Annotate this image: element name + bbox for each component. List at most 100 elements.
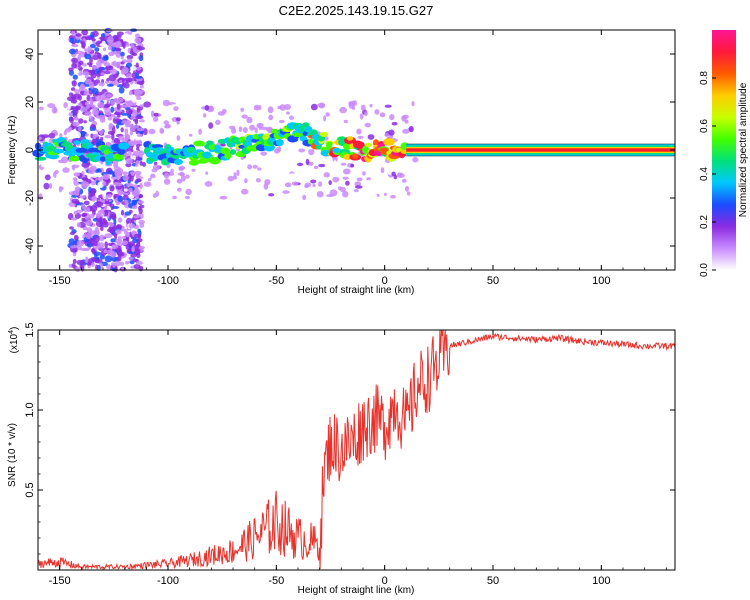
spectrogram-noise-blob	[137, 133, 143, 137]
spectrogram-noise-blob	[350, 194, 355, 200]
spectrogram-noise-blob	[48, 182, 53, 189]
spectrogram-noise-blob	[67, 104, 71, 110]
snr-y-tick-label: 0.5	[24, 482, 36, 497]
spectrogram-noise-blob	[125, 120, 132, 124]
spectrogram-noise-blob	[111, 113, 116, 118]
spectrogram-ridge-blob	[206, 140, 214, 146]
spectrogram-noise-blob	[284, 182, 292, 188]
snr-series-line	[37, 329, 676, 571]
spectrogram-noise-blob	[289, 115, 294, 121]
spectrogram-noise-blob	[379, 112, 386, 118]
spectrogram-ridge-blob	[292, 132, 304, 138]
spectrogram-noise-blob	[236, 169, 240, 177]
spectrogram-noise-blob	[312, 183, 316, 188]
spectrogram-noise-blob	[136, 252, 141, 259]
spectrogram-noise-blob	[108, 51, 115, 57]
spectrogram-noise-blob	[94, 79, 101, 84]
spectrogram-x-tick-label: -150	[49, 275, 71, 287]
spectrogram-noise-blob	[345, 180, 350, 186]
spectrogram-noise-blob	[153, 116, 159, 122]
spectrogram-ridge-band	[406, 148, 675, 152]
spectrogram-noise-blob	[364, 111, 368, 117]
snr-x-tick-label: -100	[157, 575, 179, 587]
spectrogram-noise-blob	[178, 166, 184, 171]
spectrogram-noise-blob	[82, 247, 90, 252]
spectrogram-noise-blob	[133, 263, 141, 270]
spectrogram-noise-blob	[92, 173, 98, 179]
spectrogram-noise-blob	[41, 127, 48, 134]
spectrogram-noise-blob	[78, 125, 82, 132]
spectrogram-ridge-blob	[362, 145, 370, 154]
spectrogram-noise-blob	[335, 100, 339, 106]
spectrogram-noise-blob	[198, 128, 202, 135]
spectrogram-noise-blob	[136, 96, 142, 101]
spectrogram-noise-blob	[94, 258, 103, 264]
spectrogram-noise-blob	[78, 118, 84, 124]
spectrogram-noise-blob	[134, 170, 142, 176]
colorbar-label: Normalized spectral amplitude	[738, 82, 749, 217]
snr-x-tick-label: 100	[592, 575, 610, 587]
spectrogram-noise-blob	[139, 119, 145, 123]
spectrogram-noise-blob	[360, 104, 366, 111]
spectrogram-noise-blob	[107, 228, 114, 233]
spectrogram-noise-blob	[132, 258, 138, 262]
spectrogram-noise-blob	[116, 123, 120, 129]
spectrogram-noise-blob	[124, 134, 129, 141]
spectrogram-noise-blob	[317, 103, 325, 108]
spectrogram-noise-blob	[131, 217, 135, 224]
spectrogram-noise-blob	[71, 57, 78, 64]
spectrogram-noise-blob	[63, 102, 68, 109]
spectrogram-noise-blob	[133, 233, 142, 239]
spectrogram-noise-blob	[72, 121, 80, 127]
spectrogram-noise-blob	[75, 266, 81, 273]
spectrogram-noise-blob	[114, 115, 119, 119]
spectrogram-noise-blob	[83, 200, 90, 206]
spectrogram-noise-blob	[106, 83, 114, 87]
spectrogram-noise-blob	[115, 50, 122, 58]
spectrogram-noise-blob	[92, 108, 99, 116]
spectrogram-noise-blob	[123, 152, 129, 158]
spectrogram-noise-blob	[127, 187, 133, 193]
spectrogram-noise-blob	[122, 171, 129, 176]
spectrogram-noise-blob	[120, 209, 125, 216]
spectrogram-noise-blob	[287, 157, 291, 161]
spectrogram-noise-blob	[126, 55, 134, 60]
spectrogram-noise-blob	[411, 101, 415, 107]
snr-multiplier-base: (x10	[9, 333, 20, 353]
spectrogram-noise-blob	[333, 160, 337, 166]
spectrogram-noise-blob	[176, 120, 180, 125]
spectrogram-noise-blob	[159, 127, 164, 134]
spectrogram-noise-blob	[135, 195, 139, 200]
spectrogram-noise-blob	[310, 103, 318, 111]
spectrogram-noise-blob	[110, 214, 116, 220]
spectrogram-noise-blob	[128, 223, 136, 229]
spectrogram-noise-blob	[143, 101, 151, 108]
spectrogram-ridge-blob	[352, 153, 359, 159]
spectrogram-noise-blob	[107, 170, 115, 175]
spectrogram-noise-blob	[136, 66, 142, 71]
spectrogram-noise-blob	[124, 33, 129, 38]
spectrogram-noise-blob	[215, 119, 221, 126]
spectrogram-x-tick-label: 50	[487, 275, 499, 287]
spectrogram-noise-blob	[318, 163, 326, 168]
spectrogram-noise-blob	[107, 116, 113, 121]
spectrogram-noise-blob	[77, 66, 83, 71]
spectrogram-noise-blob	[71, 198, 80, 204]
spectrogram-noise-blob	[91, 262, 95, 268]
spectrogram-noise-blob	[147, 177, 152, 182]
spectrogram-noise-blob	[115, 182, 123, 187]
spectrogram-noise-blob	[103, 99, 107, 105]
spectrogram-noise-blob	[342, 176, 349, 180]
spectrogram-ridge-blob	[202, 151, 212, 159]
spectrogram-noise-blob	[374, 109, 380, 115]
spectrogram-ticks: -150 -100 -50 0 50 100 -40 -20 0 20 40	[24, 30, 675, 287]
spectrogram-noise-blob	[91, 38, 96, 42]
spectrogram-noise-blob	[122, 43, 126, 49]
spectrogram-noise-blob	[89, 213, 95, 219]
snr-x-tick-label: -50	[268, 575, 284, 587]
spectrogram-noise-blob	[332, 176, 340, 183]
spectrogram-noise-blob	[73, 234, 79, 241]
spectrogram-noise-blob	[220, 143, 226, 147]
spectrogram-noise-blob	[121, 138, 125, 143]
snr-y-axis-label: SNR (10 * v/v)	[7, 423, 18, 487]
